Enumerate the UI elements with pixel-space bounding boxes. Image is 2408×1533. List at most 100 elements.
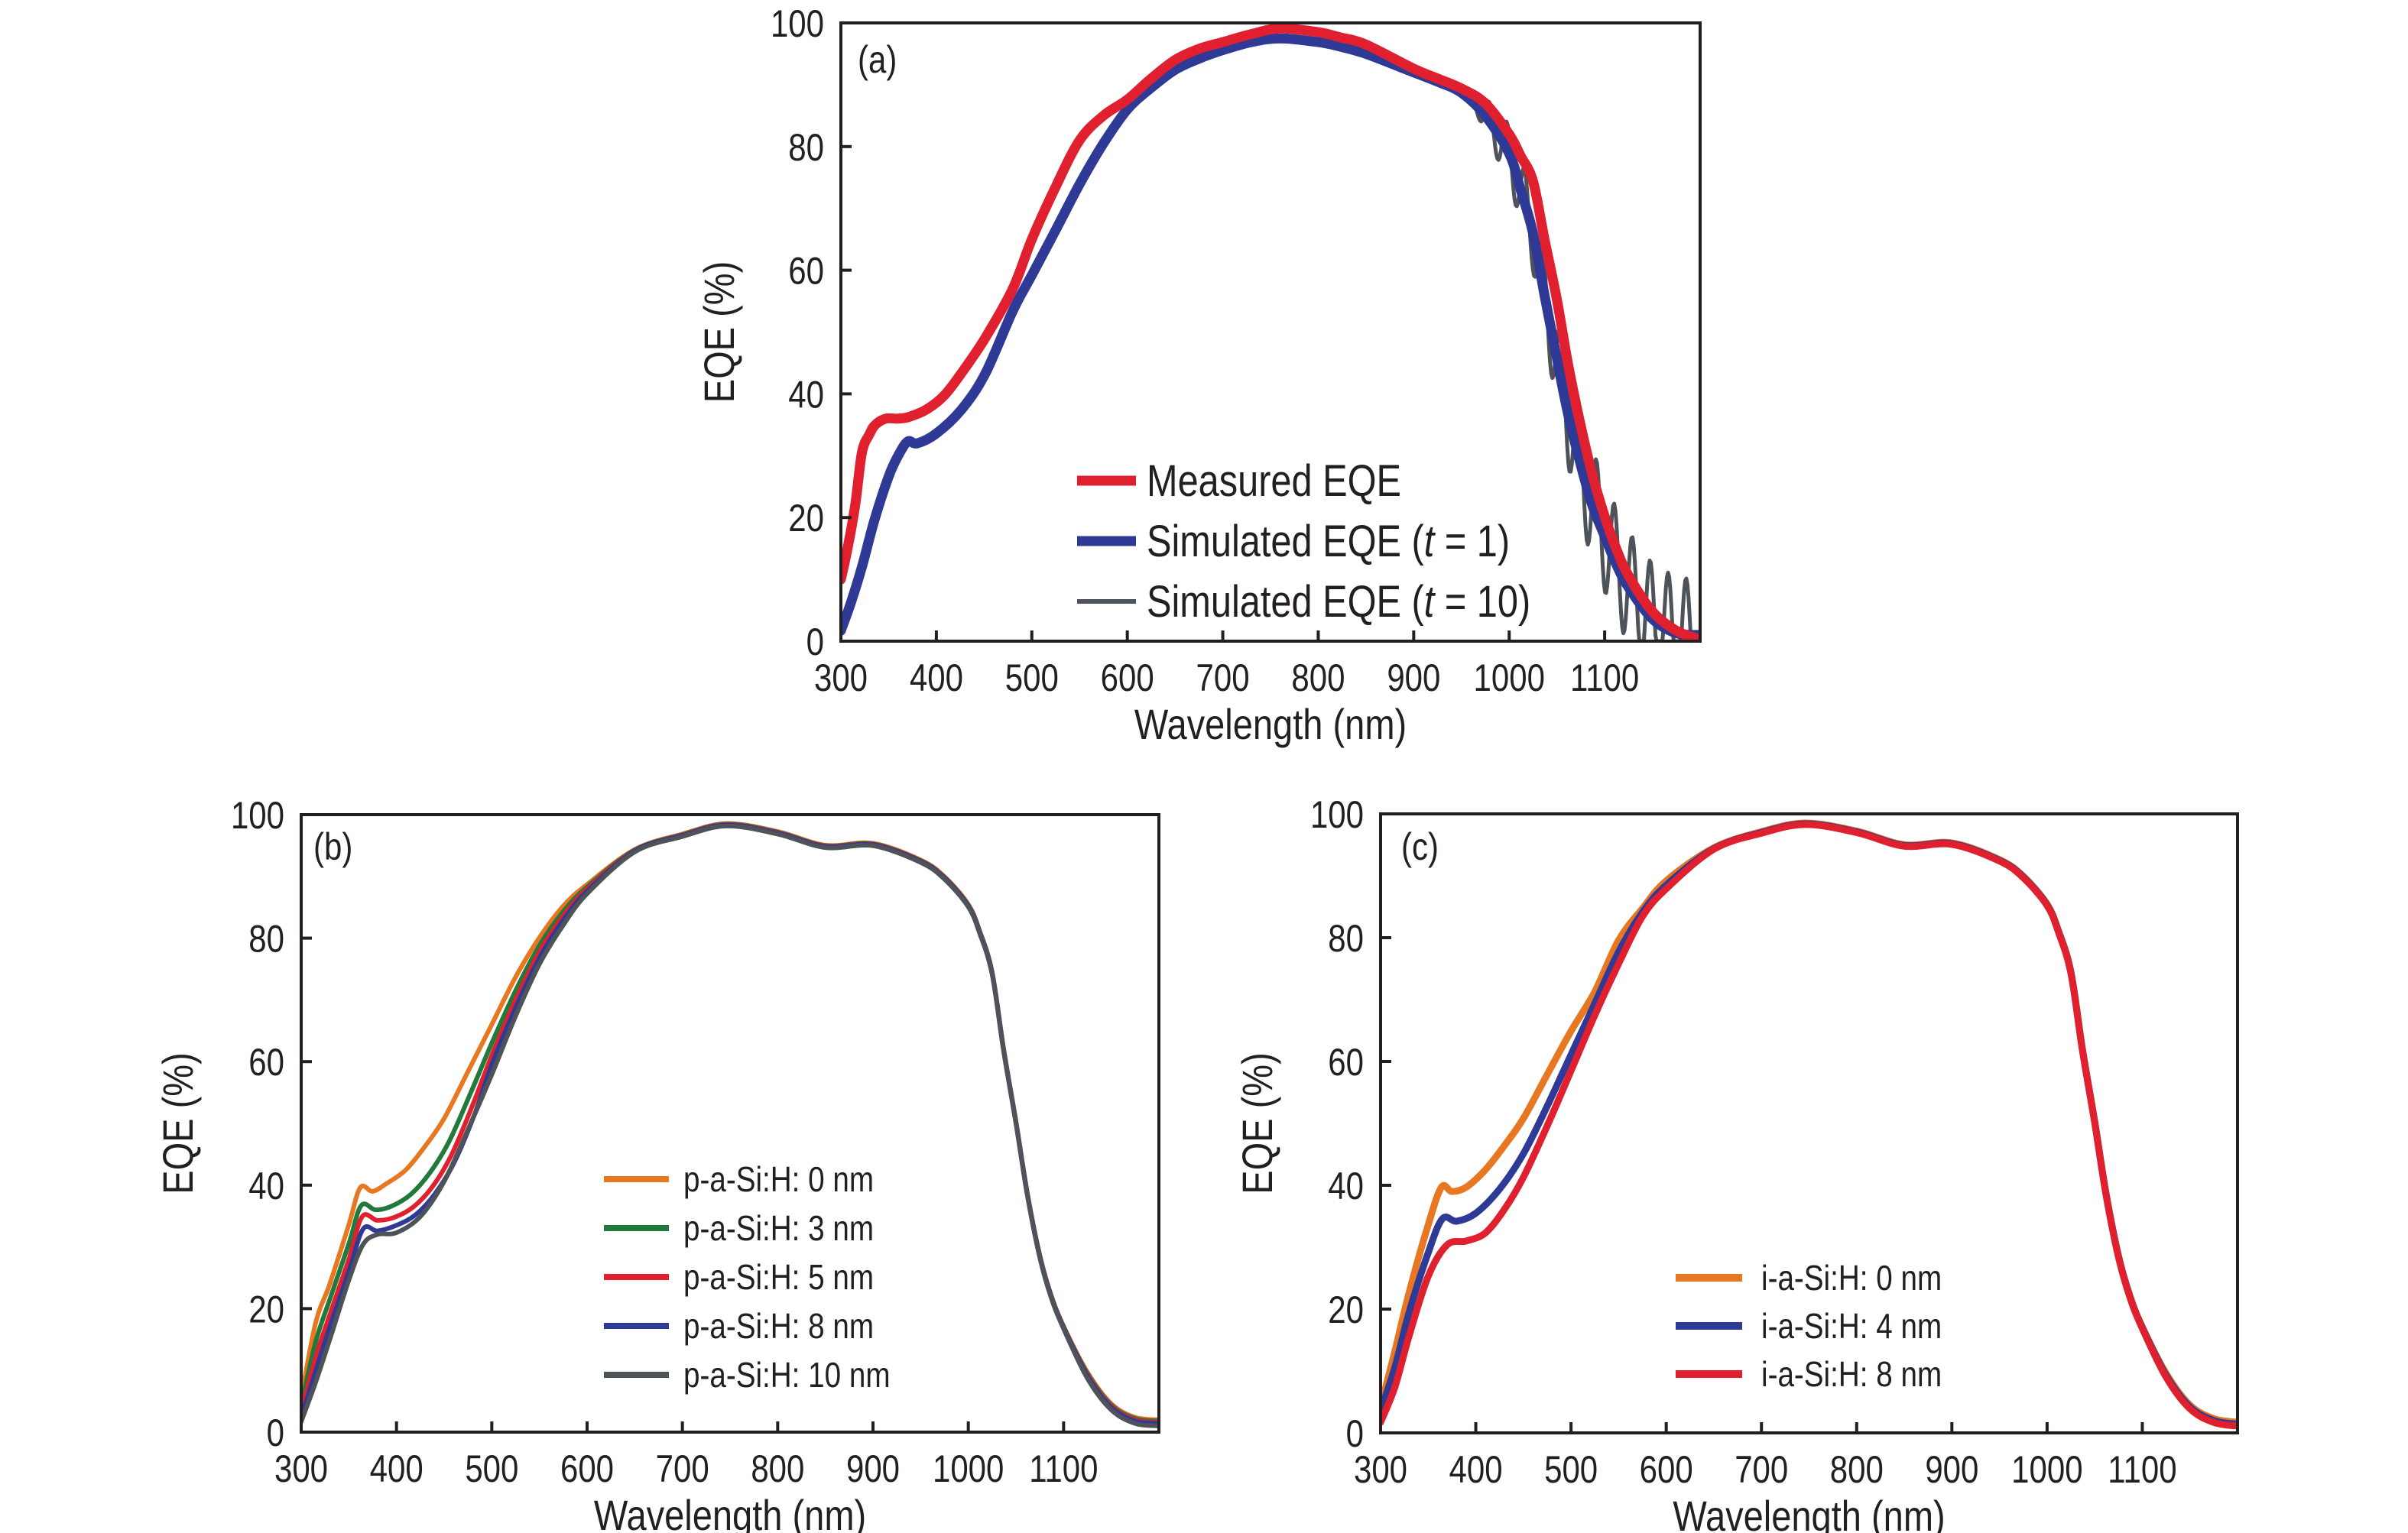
- x-tick-label: 1000: [1474, 656, 1545, 699]
- x-tick-label: 700: [1196, 656, 1250, 699]
- panel-label: (b): [313, 825, 352, 868]
- legend: i-a-Si:H: 0 nm i-a-Si:H: 4 nm i-a-Si:H: 8 …: [1676, 1259, 1942, 1394]
- x-tick-label: 1100: [1029, 1447, 1098, 1490]
- legend-label: Simulated EQE (t = 1): [1147, 517, 1510, 566]
- x-tick-label: 1100: [1570, 656, 1639, 699]
- x-tick-label: 700: [1735, 1448, 1788, 1491]
- x-tick-label: 600: [560, 1447, 614, 1490]
- y-tick-label: 60: [1328, 1041, 1364, 1084]
- x-tick-label: 1000: [933, 1447, 1004, 1490]
- x-tick-label: 800: [1830, 1448, 1884, 1491]
- y-tick-label: 80: [1328, 917, 1364, 960]
- legend-item: p-a-Si:H: 8 nm: [604, 1307, 874, 1346]
- legend-label-part: Simulated EQE (: [1147, 578, 1424, 627]
- legend-label: i-a-Si:H: 8 nm: [1761, 1355, 1942, 1394]
- x-tick-label: 900: [1387, 656, 1440, 699]
- series-group: [301, 821, 1159, 1428]
- series-group: [841, 23, 1700, 641]
- x-tick-label: 900: [846, 1447, 900, 1490]
- y-tick-label: 100: [771, 2, 824, 45]
- series-group: [1381, 819, 2238, 1430]
- x-tick-label: 400: [910, 656, 963, 699]
- x-tick-label: 300: [1354, 1448, 1407, 1491]
- y-tick-label: 100: [231, 794, 284, 837]
- legend-item: Simulated EQE (t = 10): [1077, 578, 1530, 627]
- y-tick-label: 0: [806, 621, 824, 663]
- y-tick-label: 40: [248, 1164, 284, 1207]
- y-tick-label: 20: [788, 497, 824, 540]
- y-tick-label: 20: [1328, 1288, 1364, 1331]
- legend-label: p-a-Si:H: 0 nm: [683, 1160, 874, 1199]
- x-axis-title: Wavelength (nm): [594, 1491, 866, 1533]
- panel-label: (a): [858, 38, 897, 81]
- x-tick-label: 500: [1005, 656, 1059, 699]
- panel-c: 300 400 500 600 700 800 900 1000 1100 0 20 40 60 80 10…: [1233, 793, 2239, 1533]
- legend-label: i-a-Si:H: 0 nm: [1761, 1259, 1942, 1298]
- y-tick-label: 80: [248, 917, 284, 960]
- y-tick-label: 20: [248, 1288, 284, 1330]
- y-tick-label: 40: [788, 373, 824, 416]
- x-tick-label: 300: [274, 1447, 328, 1490]
- panel-b: 300 400 500 600 700 800 900 1000 1100 0 20 40 60 80 10…: [154, 794, 1160, 1533]
- legend-item: p-a-Si:H: 3 nm: [604, 1209, 874, 1248]
- x-tick-label: 300: [814, 656, 868, 699]
- legend-item: Measured EQE: [1077, 457, 1401, 506]
- legend-label: p-a-Si:H: 10 nm: [683, 1356, 891, 1395]
- legend: p-a-Si:H: 0 nm p-a-Si:H: 3 nm p-a-Si:H: 5 …: [604, 1160, 891, 1395]
- legend-label: p-a-Si:H: 8 nm: [683, 1307, 874, 1346]
- plot-frame: [839, 21, 1702, 643]
- series-line-i-a-si-h-8-nm: [1381, 821, 2238, 1430]
- x-tick-label: 1100: [2108, 1448, 2176, 1491]
- y-tick-label: 0: [267, 1411, 284, 1454]
- legend-item: p-a-Si:H: 5 nm: [604, 1258, 874, 1297]
- legend-item: p-a-Si:H: 0 nm: [604, 1160, 874, 1199]
- legend-item: i-a-Si:H: 0 nm: [1676, 1259, 1942, 1298]
- y-tick-label: 0: [1346, 1412, 1364, 1455]
- y-axis-title: EQE (%): [695, 261, 743, 404]
- series-line-measured: [841, 23, 1700, 641]
- x-tick-label: 600: [1640, 1448, 1693, 1491]
- x-tick-label: 500: [1544, 1448, 1598, 1491]
- x-axis-title: Wavelength (nm): [1134, 700, 1407, 748]
- x-tick-label: 800: [751, 1447, 804, 1490]
- panel-label: (c): [1401, 825, 1439, 868]
- y-axis-title: EQE (%): [1233, 1052, 1281, 1194]
- x-tick-label: 400: [370, 1447, 424, 1490]
- legend-label: Measured EQE: [1147, 457, 1401, 506]
- x-tick-label: 500: [465, 1447, 518, 1490]
- legend-label-part: Simulated EQE (: [1147, 517, 1424, 566]
- legend-label-part: = 10): [1434, 578, 1530, 627]
- plot-frame: [1379, 812, 2239, 1434]
- x-tick-label: 800: [1291, 656, 1345, 699]
- x-tick-label: 1000: [2011, 1448, 2082, 1491]
- legend-item: Simulated EQE (t = 1): [1077, 517, 1510, 566]
- legend-label-part: t: [1424, 517, 1436, 566]
- x-tick-label: 400: [1449, 1448, 1503, 1491]
- legend-item: p-a-Si:H: 10 nm: [604, 1356, 891, 1395]
- panel-a: 300 400 500 600 700 800 900 1000 1100 0 20 40 60 80 10…: [695, 2, 1702, 748]
- y-tick-label: 80: [788, 125, 824, 168]
- x-tick-label: 600: [1101, 656, 1154, 699]
- series-line-p-a-si-h-10-nm: [301, 823, 1159, 1428]
- x-tick-label: 900: [1925, 1448, 1978, 1491]
- x-tick-label: 700: [656, 1447, 709, 1490]
- legend-label-part: = 1): [1434, 517, 1510, 566]
- legend-label: i-a-Si:H: 4 nm: [1761, 1307, 1942, 1346]
- legend-label: Simulated EQE (t = 10): [1147, 578, 1530, 627]
- y-tick-label: 60: [788, 249, 824, 292]
- legend-label: p-a-Si:H: 3 nm: [683, 1209, 874, 1248]
- legend-label: p-a-Si:H: 5 nm: [683, 1258, 874, 1297]
- legend-label-part: t: [1424, 578, 1436, 627]
- y-axis-title: EQE (%): [154, 1052, 202, 1194]
- legend-label-part: Measured EQE: [1147, 457, 1401, 506]
- legend-item: i-a-Si:H: 8 nm: [1676, 1355, 1942, 1394]
- plot-frame: [300, 813, 1160, 1434]
- series-line-simulated-t1: [841, 33, 1700, 640]
- x-axis-title: Wavelength (nm): [1673, 1492, 1945, 1533]
- y-tick-label: 100: [1310, 793, 1364, 836]
- legend-item: i-a-Si:H: 4 nm: [1676, 1307, 1942, 1346]
- y-tick-label: 40: [1328, 1165, 1364, 1207]
- y-tick-label: 60: [248, 1041, 284, 1084]
